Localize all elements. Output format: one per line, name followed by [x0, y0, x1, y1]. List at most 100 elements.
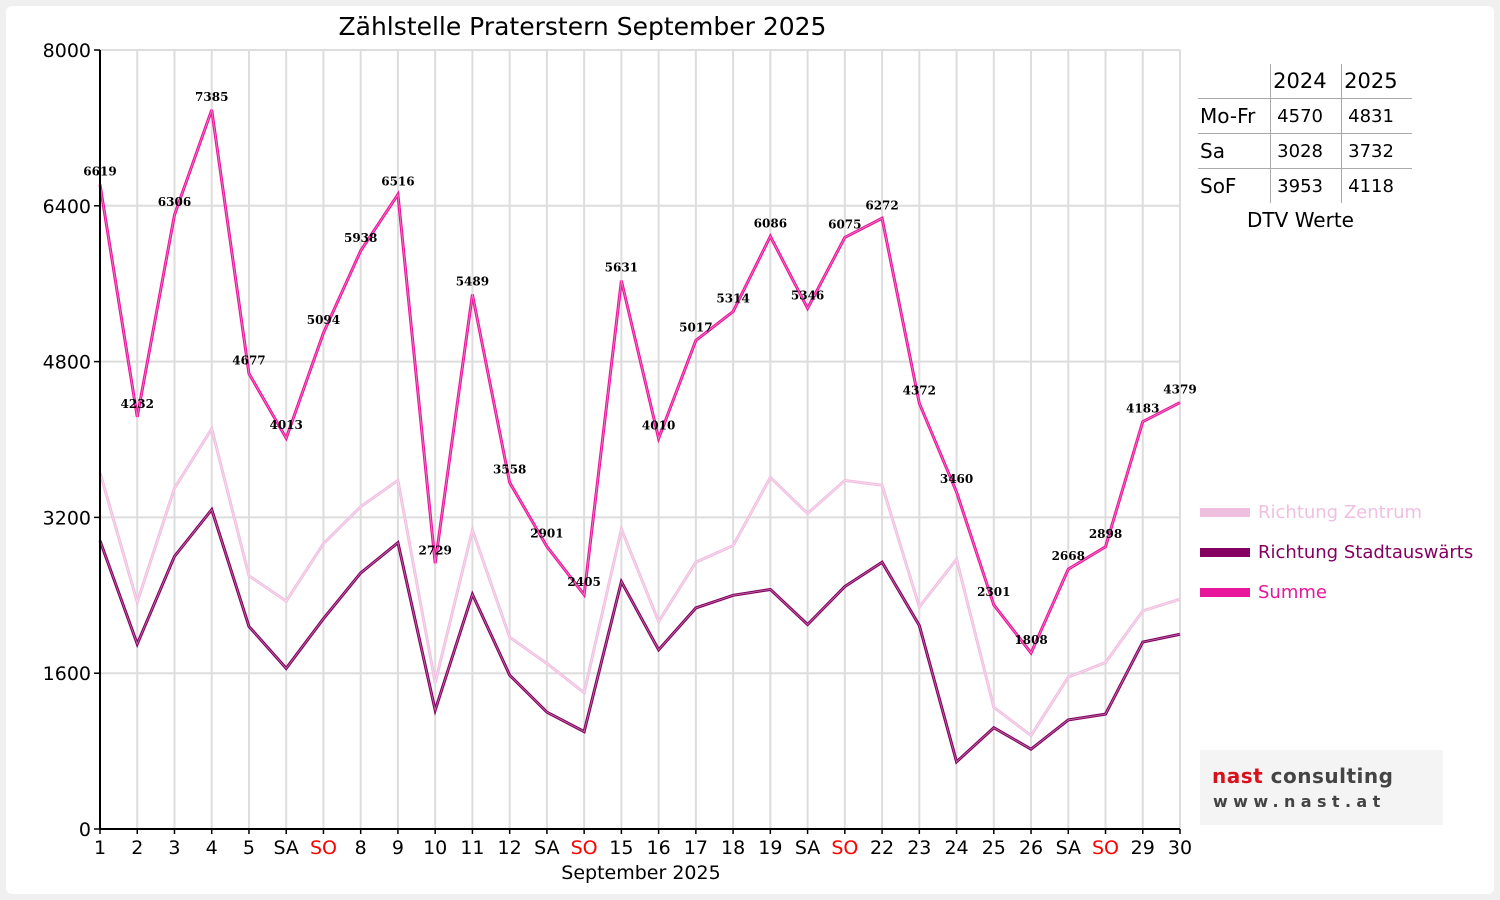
data-label: 5094 — [307, 313, 340, 327]
chart-title: Zählstelle Praterstern September 2025 — [338, 12, 827, 41]
data-label: 2301 — [977, 585, 1010, 599]
data-label: 5489 — [456, 275, 489, 289]
x-tick-label: 24 — [944, 837, 968, 859]
data-label: 4379 — [1163, 383, 1196, 397]
legend-label: Richtung Stadtauswärts — [1258, 541, 1474, 563]
dtv-year-2025: 2025 — [1344, 69, 1398, 93]
x-tick-label: SO — [831, 837, 858, 859]
x-tick-label: 2 — [131, 837, 143, 859]
logo-url: www.nast.at — [1213, 792, 1386, 811]
x-tick-label: 15 — [609, 837, 633, 859]
legend-swatch — [1200, 587, 1250, 597]
dtv-caption: DTV Werte — [1247, 208, 1354, 232]
x-tick-label: 29 — [1131, 837, 1155, 859]
x-tick-label: 22 — [870, 837, 894, 859]
x-tick-label: 3 — [168, 837, 180, 859]
legend-item-zentrum[interactable]: Richtung Zentrum — [1200, 492, 1473, 532]
series-line-highlight-1 — [99, 508, 1181, 763]
data-label: 6075 — [828, 217, 861, 231]
legend-label: Richtung Zentrum — [1258, 501, 1423, 523]
legend-swatch — [1200, 547, 1250, 557]
x-tick-label: 17 — [684, 837, 708, 859]
x-tick-label: 11 — [460, 837, 484, 859]
x-tick-label: 25 — [982, 837, 1006, 859]
x-tick-label: SA — [534, 837, 559, 859]
series-line-2 — [98, 109, 1181, 656]
dtv-row-label: SoF — [1198, 168, 1272, 203]
dtv-cell: 4570 — [1270, 98, 1343, 134]
x-tick-label: SA — [273, 837, 298, 859]
x-tick-label: 12 — [498, 837, 522, 859]
dtv-cell: 4118 — [1341, 168, 1412, 203]
y-tick-label: 0 — [79, 819, 91, 841]
dtv-cell: 4831 — [1341, 98, 1412, 134]
x-tick-label: 19 — [758, 837, 782, 859]
data-label: 5314 — [716, 292, 749, 306]
x-tick-label: 16 — [647, 837, 671, 859]
x-tick-label: SA — [1056, 837, 1081, 859]
data-label: 6272 — [865, 198, 898, 212]
x-tick-label: SA — [795, 837, 820, 859]
x-tick-label: SO — [1092, 837, 1119, 859]
data-label: 5017 — [679, 320, 712, 334]
data-label: 5346 — [791, 288, 824, 302]
dtv-cell: 3028 — [1270, 133, 1343, 169]
legend-item-summe[interactable]: Summe — [1200, 572, 1473, 612]
data-label: 1808 — [1014, 633, 1047, 647]
data-label: 4232 — [121, 397, 154, 411]
nast-consulting-logo: nast consulting www.nast.at — [1200, 750, 1443, 825]
x-tick-label: 1 — [94, 837, 106, 859]
data-labels: 6619 4232 6306 7385 4677 4013 5094 5938 6516 2729… — [83, 90, 1196, 647]
y-tick-label: 4800 — [43, 352, 91, 374]
series-lines — [98, 109, 1181, 765]
x-tick-label: SO — [310, 837, 337, 859]
dtv-table: 2024 2025 Mo-Fr 4570 4831 Sa 3028 3732 S… — [1198, 64, 1412, 203]
chart-legend: Richtung Zentrum Richtung Stadtauswärts … — [1200, 492, 1473, 612]
data-label: 2729 — [418, 543, 451, 557]
data-label: 2668 — [1052, 549, 1085, 563]
dtv-row: Sa 3028 3732 — [1198, 133, 1412, 169]
data-label: 6306 — [158, 195, 191, 209]
data-label: 4677 — [232, 354, 265, 368]
x-tick-label: 5 — [243, 837, 255, 859]
x-tick-label: 30 — [1168, 837, 1192, 859]
y-tick-label: 8000 — [43, 40, 91, 62]
dtv-header-row: 2024 2025 — [1198, 64, 1412, 99]
legend-item-stadtauswaerts[interactable]: Richtung Stadtauswärts — [1200, 532, 1473, 572]
x-tick-label: 8 — [355, 837, 367, 859]
data-label: 4183 — [1126, 402, 1159, 416]
x-tick-label: SO — [571, 837, 598, 859]
x-tick-label: 9 — [392, 837, 404, 859]
x-tick-label: 23 — [907, 837, 931, 859]
data-label: 4372 — [903, 383, 936, 397]
y-tick-label: 3200 — [43, 507, 91, 529]
data-label: 2405 — [567, 575, 600, 589]
data-label: 7385 — [195, 90, 228, 104]
series-line-highlight-2 — [99, 109, 1181, 654]
series-line-0 — [98, 425, 1181, 738]
legend-swatch — [1200, 507, 1250, 517]
data-label: 3558 — [493, 463, 526, 477]
data-label: 2898 — [1089, 527, 1122, 541]
data-label: 5938 — [344, 231, 377, 245]
data-label: 4013 — [270, 418, 303, 432]
dtv-corner — [1198, 64, 1272, 99]
y-tick-label: 1600 — [43, 663, 91, 685]
x-tick-label: 10 — [423, 837, 447, 859]
dtv-row: SoF 3953 4118 — [1198, 168, 1412, 203]
gridlines — [100, 49, 1181, 829]
data-label: 5631 — [605, 261, 638, 275]
logo-wordmark: nast consulting — [1212, 764, 1394, 788]
dtv-cell: 3732 — [1341, 133, 1412, 169]
dtv-row: Mo-Fr 4570 4831 — [1198, 98, 1412, 134]
data-label: 6516 — [381, 175, 414, 189]
series-line-1 — [98, 506, 1181, 765]
dtv-cell: 3953 — [1270, 168, 1343, 203]
data-label: 4010 — [642, 419, 675, 433]
x-tick-label: 4 — [206, 837, 218, 859]
data-label: 3460 — [940, 472, 973, 486]
data-label: 6086 — [754, 216, 787, 230]
data-label: 2901 — [530, 527, 563, 541]
series-line-highlight-0 — [99, 427, 1181, 737]
